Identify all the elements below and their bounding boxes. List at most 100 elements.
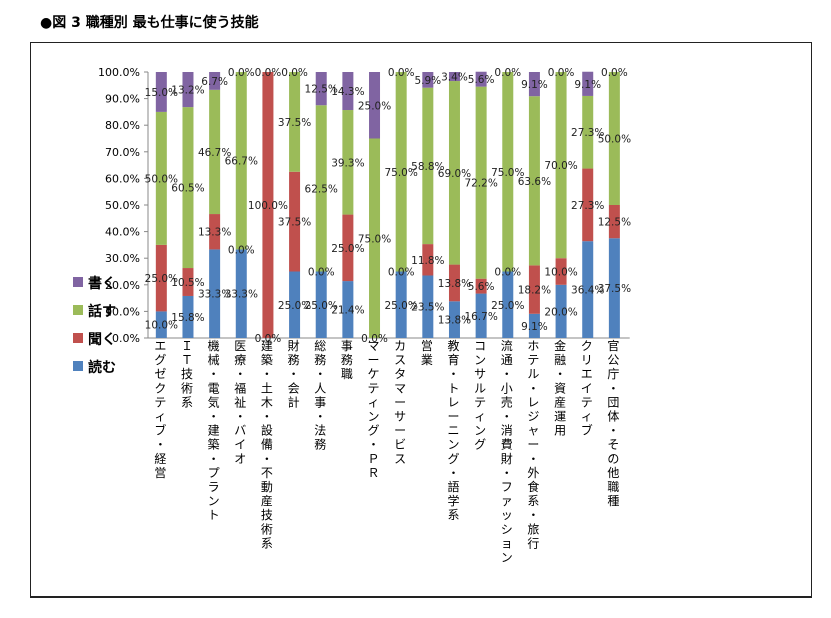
- legend-label: 聞く: [88, 332, 116, 348]
- y-tick-label: 30.0%: [105, 252, 140, 265]
- data-label: 10.0%: [145, 320, 178, 332]
- data-label: 5.6%: [468, 281, 495, 293]
- data-label: 10.0%: [544, 267, 577, 279]
- bar-segment: [209, 249, 221, 338]
- y-tick-label: 60.0%: [105, 172, 140, 185]
- data-label: 0.0%: [281, 67, 308, 79]
- data-label: 25.0%: [305, 300, 338, 312]
- bar-segment: [475, 71, 487, 87]
- bar-segment: [422, 72, 434, 88]
- legend-swatch: [73, 333, 83, 343]
- data-label: 14.3%: [331, 86, 364, 98]
- bar-segment: [502, 72, 514, 272]
- data-label: 100.0%: [248, 200, 288, 212]
- y-tick-label: 50.0%: [105, 199, 140, 212]
- data-label: 0.0%: [255, 67, 282, 79]
- bar-segment: [528, 96, 540, 266]
- data-label: 0.0%: [494, 267, 521, 279]
- data-label: 25.0%: [358, 100, 391, 112]
- data-label: 50.0%: [145, 173, 178, 185]
- data-label: 5.9%: [414, 75, 441, 87]
- bar-segment: [475, 86, 487, 279]
- data-label: 25.0%: [491, 300, 524, 312]
- bar-segment: [448, 81, 460, 265]
- bar-segment: [182, 268, 194, 296]
- x-tick-label: マーケティング・ＰＲ: [368, 339, 380, 480]
- data-label: 37.5%: [278, 217, 311, 229]
- bar-segment: [608, 238, 620, 338]
- data-label: 13.8%: [438, 278, 471, 290]
- bar-segment: [555, 284, 567, 338]
- bar-segment: [528, 313, 540, 338]
- bar-segment: [422, 87, 434, 245]
- bar-segment: [582, 95, 594, 169]
- bar-segment: [262, 72, 274, 338]
- bar-segment: [209, 214, 221, 250]
- bar-segment: [555, 258, 567, 285]
- data-label: 62.5%: [305, 183, 338, 195]
- data-label: 25.0%: [278, 300, 311, 312]
- legend-label: 話す: [88, 303, 116, 320]
- bar-segment: [155, 311, 167, 338]
- y-tick-label: 100.0%: [98, 66, 140, 79]
- data-label: 25.0%: [384, 300, 417, 312]
- bar-segment: [315, 105, 327, 272]
- y-tick-label: 70.0%: [105, 146, 140, 159]
- bar-segment: [582, 241, 594, 338]
- bar-segment: [502, 271, 514, 338]
- bar-segment: [342, 72, 354, 111]
- bar-segment: [155, 244, 167, 312]
- data-label: 60.5%: [171, 183, 204, 195]
- data-label: 70.0%: [544, 160, 577, 172]
- bar-segment: [289, 72, 301, 172]
- data-label: 13.3%: [198, 227, 231, 239]
- data-label: 46.7%: [198, 147, 231, 159]
- y-tick-label: 40.0%: [105, 226, 140, 239]
- bar-segment: [315, 72, 327, 106]
- legend-swatch: [73, 305, 83, 315]
- data-label: 0.0%: [388, 67, 415, 79]
- data-label: 39.3%: [331, 157, 364, 169]
- data-label: 12.5%: [598, 217, 631, 229]
- y-tick-label: 80.0%: [105, 119, 140, 132]
- data-label: 0.0%: [255, 333, 282, 345]
- bar-segment: [342, 214, 354, 282]
- bar-segment: [155, 111, 167, 245]
- figure-title: ●図 3 職種別 最も仕事に使う技能: [40, 15, 259, 31]
- bar-segment: [182, 295, 194, 338]
- bar-segment: [422, 244, 434, 276]
- x-tick-label: 総務・人事・法務: [314, 339, 326, 452]
- bar-segment: [582, 168, 594, 242]
- x-tick-label: 官公庁・団体・その他職種: [607, 338, 619, 508]
- data-label: 18.2%: [518, 285, 551, 297]
- data-label: 25.0%: [331, 243, 364, 255]
- bar-segment: [555, 72, 567, 259]
- data-label: 0.0%: [228, 67, 255, 79]
- data-label: 9.1%: [521, 321, 548, 333]
- bar-segment: [528, 72, 540, 97]
- bar-segment: [235, 72, 247, 250]
- bar-segment: [395, 72, 407, 272]
- data-label: 15.8%: [171, 312, 204, 324]
- bar-segment: [448, 72, 460, 82]
- data-label: 27.3%: [571, 127, 604, 139]
- x-tick-label: コンサルティング: [474, 339, 486, 452]
- bar-segment: [209, 89, 221, 215]
- x-tick-label: 営業: [421, 339, 433, 367]
- data-label: 0.0%: [361, 333, 388, 345]
- bar-segment: [448, 301, 460, 338]
- x-tick-label: 教育・トレーニング・語学系: [447, 338, 459, 522]
- x-tick-label: 機械・電気・建築・プラント: [208, 338, 220, 522]
- data-label: 9.1%: [574, 79, 601, 91]
- bar-segment: [182, 72, 194, 108]
- data-label: 3.4%: [441, 72, 468, 84]
- data-label: 20.0%: [544, 306, 577, 318]
- data-label: 0.0%: [548, 67, 575, 79]
- bar-segment: [289, 171, 301, 272]
- data-label: 13.2%: [171, 85, 204, 97]
- data-label: 11.8%: [411, 255, 444, 267]
- x-tick-label: ＩＴ技術系: [181, 339, 193, 409]
- data-label: 10.5%: [171, 277, 204, 289]
- bar-segment: [422, 275, 434, 338]
